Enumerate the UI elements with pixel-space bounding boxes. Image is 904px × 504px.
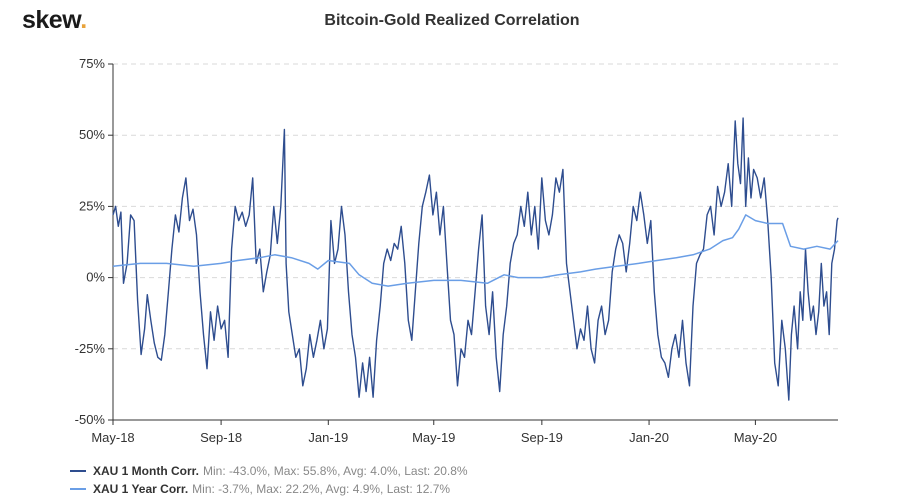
x-tick-label: May-20 (734, 430, 777, 445)
x-tick-label: May-19 (412, 430, 455, 445)
y-tick-label: 50% (79, 127, 105, 142)
x-tick-label: Sep-19 (521, 430, 563, 445)
y-tick-label: -25% (75, 341, 106, 356)
legend: XAU 1 Month Corr. Min: -43.0%, Max: 55.8… (70, 462, 468, 498)
y-tick-label: 0% (86, 270, 105, 285)
axes (108, 63, 838, 425)
legend-item-1m[interactable]: XAU 1 Month Corr. Min: -43.0%, Max: 55.8… (70, 462, 468, 480)
y-tick-label: -50% (75, 412, 106, 427)
line-chart: 75%50%25%0%-25%-50% May-18 Sep-18 Jan-19 Ma… (75, 56, 839, 445)
x-tick-label: May-18 (91, 430, 134, 445)
y-tick-label: 75% (79, 56, 105, 71)
legend-stats-1m: Min: -43.0%, Max: 55.8%, Avg: 4.0%, Last… (203, 464, 468, 478)
x-axis-tick-labels: May-18 Sep-18 Jan-19 May-19 Sep-19 Jan-20 May-… (91, 430, 777, 445)
legend-label-1m: XAU 1 Month Corr. (93, 464, 200, 478)
x-tick-label: Jan-19 (308, 430, 348, 445)
legend-item-1y[interactable]: XAU 1 Year Corr. Min: -3.7%, Max: 22.2%,… (70, 480, 468, 498)
legend-swatch-1y (70, 488, 86, 490)
brand-name: skew (22, 6, 81, 34)
series-line-xau-1-year (112, 214, 839, 287)
x-tick-label: Sep-18 (200, 430, 242, 445)
legend-swatch-1m (70, 470, 86, 472)
legend-stats-1y: Min: -3.7%, Max: 22.2%, Avg: 4.9%, Last:… (192, 482, 451, 496)
brand-dot: . (80, 6, 87, 34)
y-axis-tick-labels: 75% 50% 25% 0% -25% -50% (75, 56, 106, 427)
legend-label-1y: XAU 1 Year Corr. (93, 482, 189, 496)
brand-logo: skew. (22, 6, 87, 35)
x-tick-label: Jan-20 (629, 430, 669, 445)
series-line-xau-1-month (112, 117, 839, 401)
series-lines (112, 117, 839, 401)
gridlines (113, 63, 838, 421)
chart-title: Bitcoin-Gold Realized Correlation (324, 12, 580, 29)
y-tick-label: 25% (79, 198, 105, 213)
